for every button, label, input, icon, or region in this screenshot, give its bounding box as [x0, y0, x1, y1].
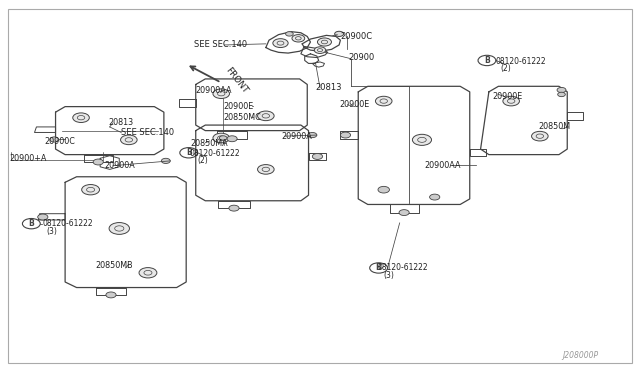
Circle shape [82, 185, 100, 195]
Text: FRONT: FRONT [223, 66, 249, 96]
Circle shape [213, 89, 230, 99]
Text: 20900AA: 20900AA [196, 86, 232, 95]
Text: 08120-61222: 08120-61222 [189, 149, 240, 158]
Text: 20900E: 20900E [224, 103, 254, 112]
Circle shape [257, 111, 274, 121]
Circle shape [532, 131, 548, 141]
Text: 20900AA: 20900AA [424, 161, 461, 170]
Circle shape [292, 35, 305, 42]
Text: 20900+A: 20900+A [9, 154, 47, 163]
Circle shape [503, 96, 520, 106]
Circle shape [109, 222, 129, 234]
Text: 20900C: 20900C [45, 137, 76, 146]
Text: 20813: 20813 [108, 118, 134, 127]
Circle shape [93, 159, 103, 165]
Text: (2): (2) [500, 64, 511, 73]
Text: 20900A: 20900A [104, 161, 136, 170]
Text: 20900E: 20900E [492, 92, 522, 101]
Circle shape [308, 132, 317, 138]
Text: 08120-61222: 08120-61222 [495, 57, 546, 66]
Circle shape [376, 96, 392, 106]
Text: 20850MC: 20850MC [224, 113, 262, 122]
Circle shape [139, 267, 157, 278]
Text: (2): (2) [198, 156, 209, 166]
Circle shape [317, 38, 332, 46]
Text: 20850MB: 20850MB [96, 260, 133, 269]
Circle shape [378, 186, 390, 193]
Circle shape [220, 136, 227, 140]
Circle shape [120, 135, 137, 145]
Text: (3): (3) [384, 271, 395, 280]
Text: 20900C: 20900C [340, 32, 372, 41]
Text: 20850M: 20850M [539, 122, 571, 131]
Circle shape [257, 164, 274, 174]
Text: 20850MA: 20850MA [190, 139, 228, 148]
Circle shape [50, 137, 59, 142]
Text: B: B [28, 219, 34, 228]
Circle shape [557, 87, 566, 93]
Circle shape [273, 39, 288, 48]
Text: B: B [186, 148, 191, 157]
Circle shape [429, 194, 440, 200]
Text: SEE SEC.140: SEE SEC.140 [121, 128, 174, 137]
Text: 20813: 20813 [316, 83, 342, 92]
Circle shape [399, 210, 409, 215]
Circle shape [557, 92, 565, 97]
Circle shape [412, 134, 431, 145]
Circle shape [314, 47, 326, 54]
Circle shape [229, 205, 239, 211]
Circle shape [161, 158, 170, 163]
Circle shape [213, 133, 230, 143]
Text: B: B [484, 56, 490, 65]
Text: J208000P: J208000P [562, 350, 598, 359]
Text: 20900A: 20900A [282, 132, 312, 141]
Text: B: B [376, 263, 381, 272]
Text: 20900E: 20900E [339, 100, 369, 109]
Text: 20900: 20900 [348, 53, 374, 62]
Circle shape [227, 136, 237, 142]
Circle shape [73, 113, 90, 122]
Circle shape [340, 132, 351, 138]
Circle shape [312, 154, 323, 160]
Circle shape [285, 32, 293, 36]
Circle shape [38, 214, 48, 220]
Text: SEE SEC.140: SEE SEC.140 [194, 40, 247, 49]
Text: (3): (3) [46, 227, 57, 235]
Circle shape [335, 31, 344, 36]
Circle shape [106, 292, 116, 298]
Text: 08120-61222: 08120-61222 [378, 263, 428, 272]
Text: 08120-61222: 08120-61222 [43, 219, 93, 228]
